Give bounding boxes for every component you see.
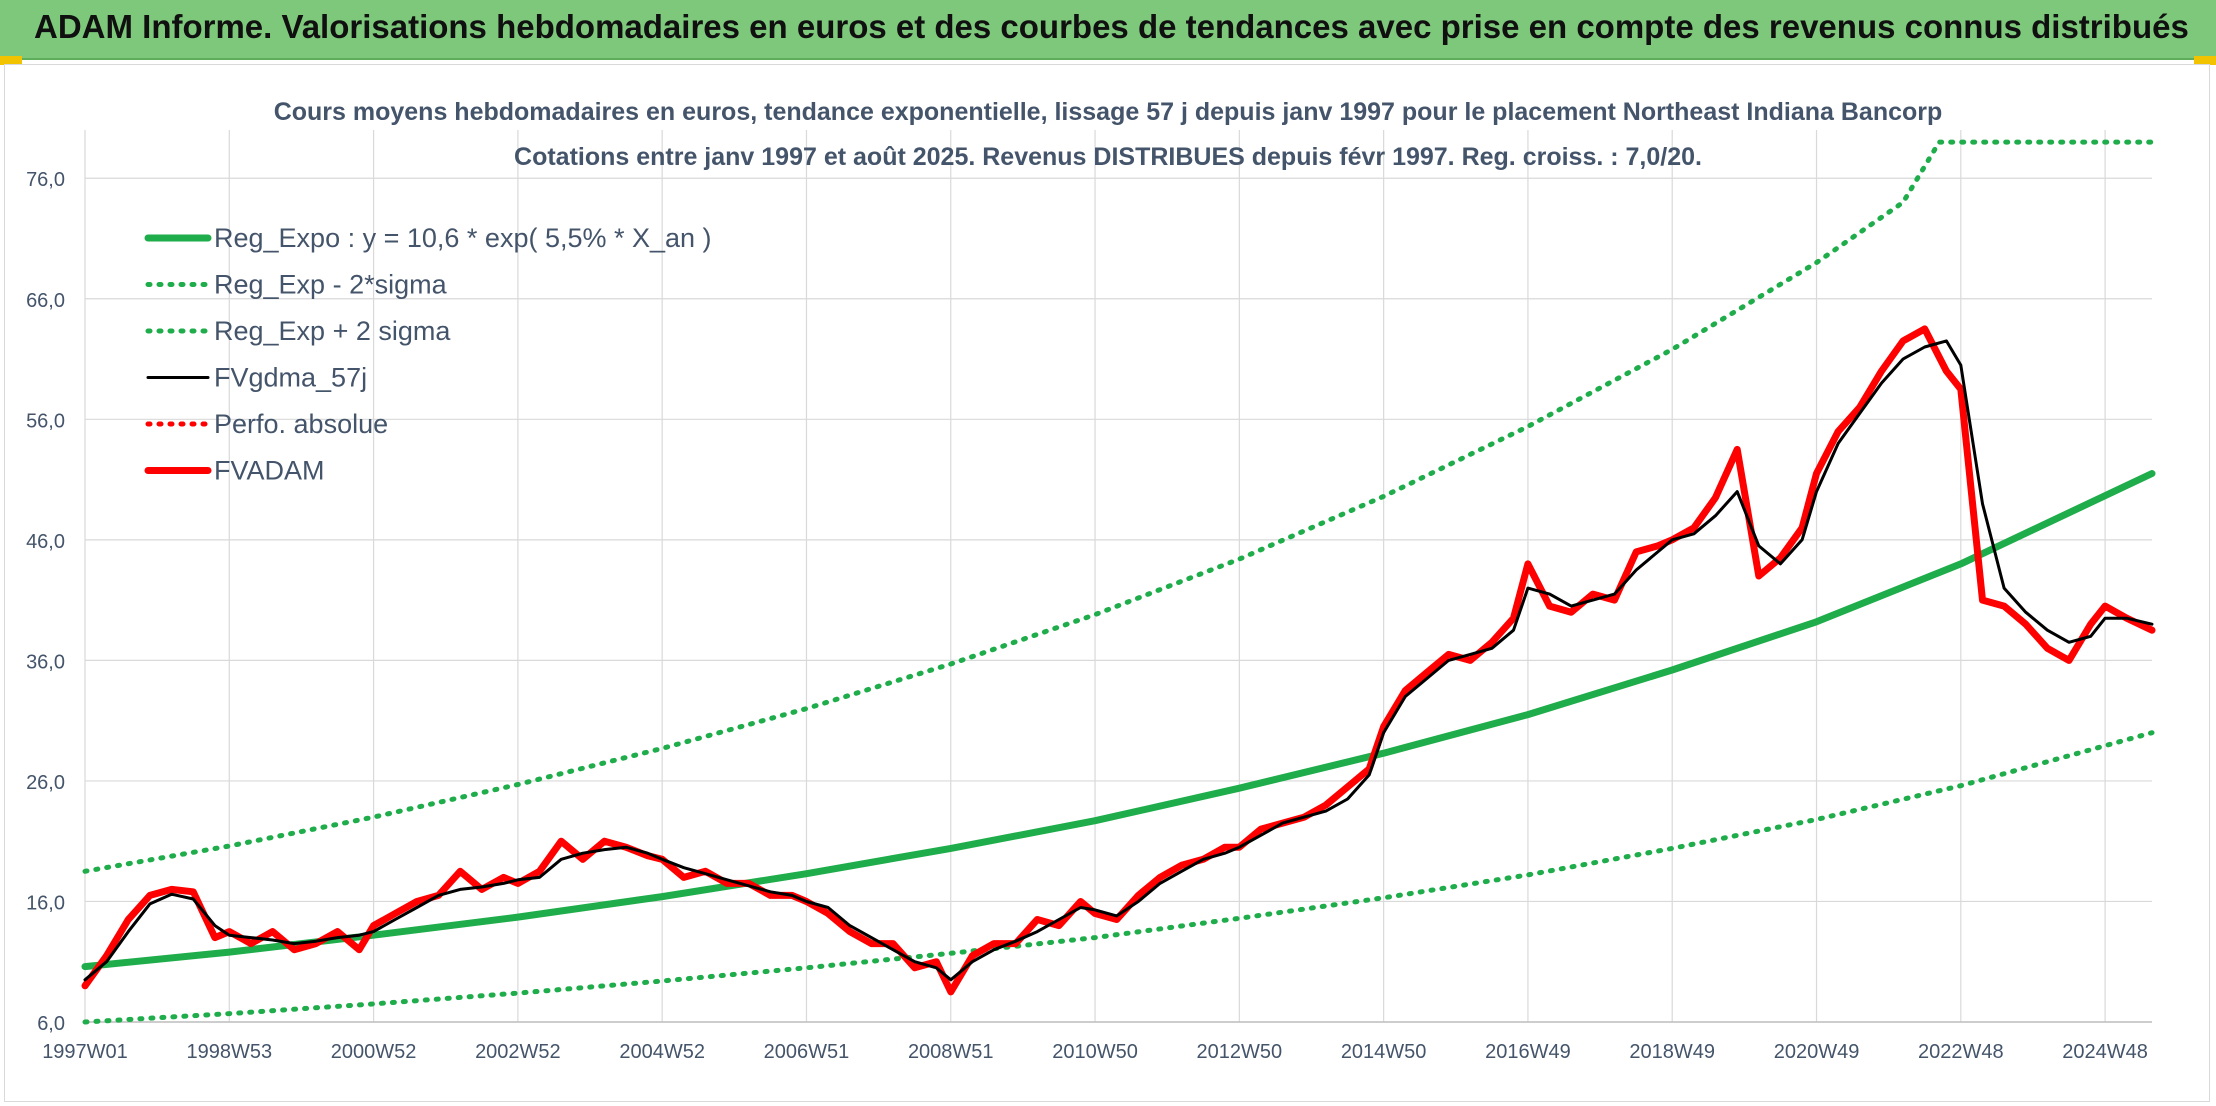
x-tick-label: 2010W50 [1052, 1041, 1138, 1063]
report-banner: ADAM Informe. Valorisations hebdomadaire… [0, 0, 2216, 60]
x-tick-label: 2024W48 [2062, 1041, 2148, 1063]
x-tick-label: 2002W52 [475, 1041, 561, 1063]
y-tick-label: 46,0 [26, 531, 65, 553]
y-tick-label: 16,0 [26, 892, 65, 914]
x-tick-label: 2020W49 [1774, 1041, 1860, 1063]
y-axis-tick-labels: 6,0 16,0 26,0 36,0 46,0 56,0 66,0 76,0 [26, 169, 65, 1035]
x-tick-label: 2006W51 [764, 1041, 850, 1063]
legend-label: Reg_Exp - 2*sigma [214, 270, 448, 300]
y-tick-label: 66,0 [26, 290, 65, 312]
gridlines [84, 130, 2152, 1023]
x-tick-label: 2016W49 [1485, 1041, 1571, 1063]
y-tick-label: 36,0 [26, 651, 65, 673]
x-tick-label: 2012W50 [1197, 1041, 1283, 1063]
series-line-reg-expo-y-10-6-exp-5-5-x-an [81, 470, 2156, 971]
corner-marker-left [0, 56, 22, 65]
x-tick-label: 2018W49 [1629, 1041, 1715, 1063]
legend-label: Reg_Expo : y = 10,6 * exp( 5,5% * X_an ) [214, 223, 712, 253]
legend-label: FVgdma_57j [214, 363, 367, 393]
x-tick-label: 1998W53 [186, 1041, 272, 1063]
y-tick-label: 6,0 [37, 1013, 65, 1035]
chart-title: Cours moyens hebdomadaires en euros, ten… [274, 98, 1943, 126]
chart-subtitle: Cotations entre janv 1997 et août 2025. … [514, 143, 1702, 171]
x-tick-label: 2008W51 [908, 1041, 994, 1063]
x-tick-label: 2014W50 [1341, 1041, 1427, 1063]
legend-label: Perfo. absolue [214, 409, 388, 439]
series-line-reg-exp-2-sigma [82, 139, 2155, 874]
y-tick-label: 26,0 [26, 772, 65, 794]
x-tick-label: 2022W48 [1918, 1041, 2004, 1063]
legend-label: Reg_Exp + 2 sigma [214, 316, 451, 346]
x-tick-label: 1997W01 [42, 1041, 128, 1063]
y-tick-label: 56,0 [26, 410, 65, 432]
series-line-fvgdma-57j [83, 339, 2154, 982]
y-tick-label: 76,0 [26, 169, 65, 191]
x-tick-label: 2000W52 [331, 1041, 417, 1063]
x-tick-label: 2004W52 [619, 1041, 705, 1063]
legend-label: FVADAM [214, 456, 325, 486]
series-line-reg-exp-2-sigma [82, 730, 2155, 1025]
series-lines [81, 139, 2156, 1025]
series-line-fvadam [81, 325, 2156, 996]
chart-area-border [4, 64, 2210, 1102]
x-axis-tick-labels: 1997W01 1998W53 2000W52 2002W52 2004W52 2006W… [42, 1041, 2148, 1063]
corner-marker-right [2194, 56, 2216, 65]
banner-title: ADAM Informe. Valorisations hebdomadaire… [34, 8, 2189, 45]
legend: Reg_Expo : y = 10,6 * exp( 5,5% * X_an )… [144, 223, 712, 486]
